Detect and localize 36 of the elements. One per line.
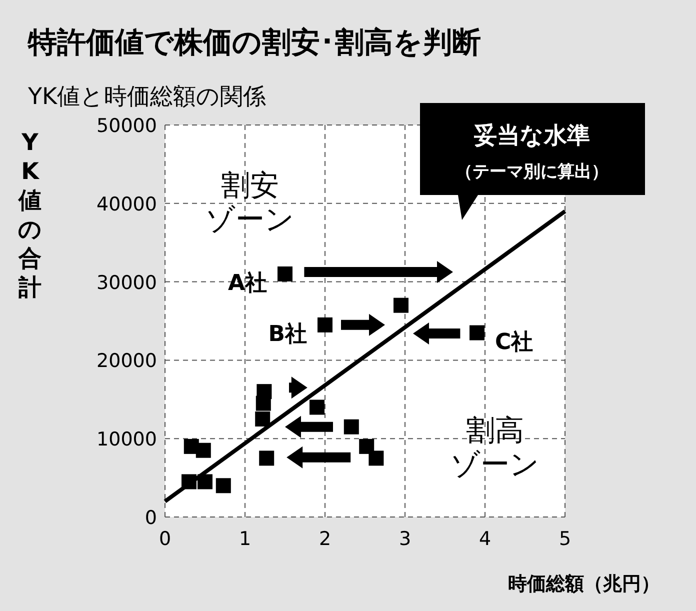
chart-subtitle: YK値と時価総額の関係 [27,84,266,110]
point [359,438,374,454]
annotation: ゾーン [450,447,540,481]
y-tick-label: 50000 [96,115,157,137]
y-axis-title: YK値の合計 [18,130,42,301]
annotation: B社 [268,322,307,347]
x-tick-label: 2 [318,528,332,550]
point [318,317,332,332]
point [278,266,292,282]
point [216,478,231,494]
y-tick-label: 10000 [96,428,157,451]
y-tick-label: 30000 [96,272,157,294]
point [255,412,270,426]
chart-title: 特許価値で株価の割安･割高を判断 [27,25,481,59]
annotation: （テーマ別に算出） [456,162,608,182]
y-tick-label: 20000 [96,350,157,372]
x-tick-label: 3 [398,528,412,550]
point [259,450,274,466]
annotation: 割高 [466,413,524,447]
annotation: 妥当な水準 [473,123,590,149]
point [368,450,384,466]
y-tick-label: 40000 [96,193,157,216]
x-tick-label: 5 [558,528,572,550]
annotation: C社 [495,330,534,355]
point [344,419,359,434]
y-tick-label: 0 [144,507,157,529]
point [394,298,408,313]
x-tick-label: 0 [158,528,172,550]
point [470,325,484,340]
x-tick-label: 4 [478,528,492,550]
x-axis-title: 時価総額（兆円） [508,573,660,595]
point [310,400,324,415]
annotation: 割安 [221,168,279,202]
point [256,396,271,411]
point [184,438,199,454]
x-tick-label: 1 [238,528,252,550]
